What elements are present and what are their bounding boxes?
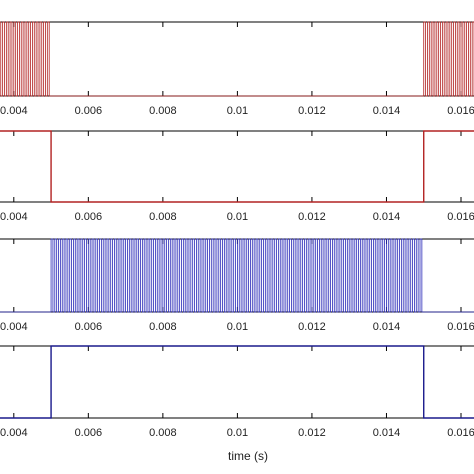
x-tick-label: 0.008 (149, 105, 177, 117)
x-tick-label: 0.004 (0, 105, 28, 117)
x-tick-label: 0.006 (75, 321, 103, 333)
x-tick-label: 0.016 (447, 211, 474, 223)
x-tick-label: 0.008 (149, 211, 177, 223)
x-tick-label: 0.014 (373, 105, 401, 117)
x-tick-label: 0.014 (373, 427, 401, 439)
x-tick-label: 0.006 (75, 105, 103, 117)
series-line (0, 238, 474, 313)
x-tick-label: 0.016 (447, 321, 474, 333)
subplot-2: 0.004 0.006 0.008 0.01 0.012 0.014 0.016 (0, 130, 474, 223)
x-axis-label: time (s) (228, 449, 268, 463)
x-tick-label: 0.008 (149, 321, 177, 333)
x-tick-label: 0.01 (227, 211, 248, 223)
x-tick-label: 0.006 (75, 427, 103, 439)
x-tick-label: 0.006 (75, 211, 103, 223)
x-tick-label: 0.004 (0, 211, 28, 223)
x-tick-label: 0.014 (373, 211, 401, 223)
subplot-3: 0.004 0.006 0.008 0.01 0.012 0.014 0.016 (0, 238, 474, 333)
subplot-4: 0.004 0.006 0.008 0.01 0.012 0.014 0.016 time (… (0, 345, 474, 463)
x-tick-label: 0.01 (227, 321, 248, 333)
x-tick-label: 0.004 (0, 321, 28, 333)
x-tick-label: 0.016 (447, 427, 474, 439)
x-tick-label: 0.012 (298, 427, 326, 439)
x-tick-label: 0.012 (298, 211, 326, 223)
x-tick-label: 0.014 (373, 321, 401, 333)
series-line (0, 345, 474, 419)
x-tick-label: 0.016 (447, 105, 474, 117)
subplot-1: 0.004 0.006 0.008 0.01 0.012 0.014 0.016 (0, 21, 474, 117)
series-line (0, 130, 474, 203)
x-tick-label: 0.004 (0, 427, 28, 439)
x-tick-label: 0.012 (298, 321, 326, 333)
series-line (0, 21, 474, 97)
x-tick-label: 0.01 (227, 427, 248, 439)
x-tick-label: 0.012 (298, 105, 326, 117)
x-tick-label: 0.008 (149, 427, 177, 439)
x-tick-label: 0.01 (227, 105, 248, 117)
